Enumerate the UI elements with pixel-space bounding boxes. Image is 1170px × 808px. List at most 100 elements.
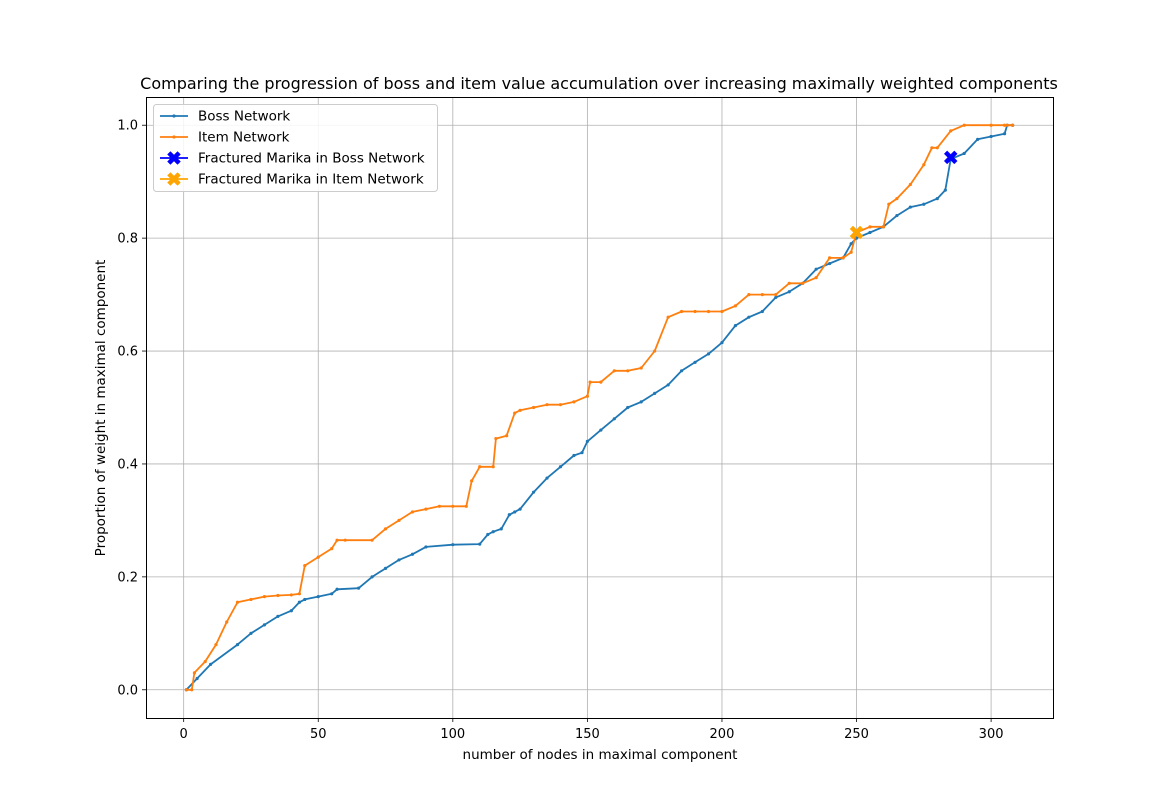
data-point xyxy=(513,411,517,415)
series-0 xyxy=(184,123,1015,692)
data-point xyxy=(976,137,980,141)
data-point xyxy=(494,436,498,441)
data-point xyxy=(760,309,764,314)
data-point xyxy=(706,352,711,356)
data-point xyxy=(531,405,536,410)
data-point xyxy=(195,676,199,681)
data-point xyxy=(841,256,845,260)
chart-title: Comparing the progression of boss and it… xyxy=(140,74,1058,93)
legend-entry: Boss Network xyxy=(160,109,290,125)
data-point xyxy=(1005,123,1009,127)
data-point xyxy=(733,304,738,308)
data-point xyxy=(599,428,603,432)
data-point xyxy=(276,593,280,598)
data-point xyxy=(599,380,603,384)
data-point xyxy=(653,349,657,353)
data-point xyxy=(887,202,891,206)
data-point xyxy=(478,465,482,469)
data-point xyxy=(505,434,509,438)
data-point xyxy=(989,123,993,127)
data-point xyxy=(558,465,563,469)
y-tick-label: 0.4 xyxy=(117,457,138,472)
data-point xyxy=(908,205,912,209)
series-line xyxy=(185,124,1013,691)
data-point xyxy=(989,134,993,139)
grid xyxy=(146,97,1053,718)
data-point xyxy=(653,391,657,395)
data-point xyxy=(733,324,738,328)
data-point xyxy=(814,267,818,271)
legend-entry: Fractured Marika in Boss Network xyxy=(160,151,425,167)
x-tick-label: 250 xyxy=(844,727,869,742)
data-point xyxy=(297,592,302,596)
data-point xyxy=(424,507,428,511)
data-point xyxy=(370,538,374,542)
data-point xyxy=(249,597,253,602)
highlight-marker xyxy=(849,225,864,240)
legend-entry: Fractured Marika in Item Network xyxy=(160,172,424,188)
data-point xyxy=(451,543,455,547)
data-point xyxy=(580,451,584,455)
data-point xyxy=(235,643,240,647)
data-point xyxy=(935,197,939,201)
highlight-marker xyxy=(943,150,958,165)
data-point xyxy=(930,146,934,150)
data-point xyxy=(262,595,267,599)
data-point xyxy=(922,202,926,206)
legend-entry: Item Network xyxy=(160,130,290,146)
data-point xyxy=(486,532,490,537)
data-point xyxy=(588,380,592,384)
legend-label: Fractured Marika in Boss Network xyxy=(198,151,425,167)
x-tick-label: 150 xyxy=(575,727,600,742)
data-point xyxy=(335,538,339,542)
data-point xyxy=(679,309,684,314)
data-point xyxy=(787,281,791,285)
data-point xyxy=(303,597,307,602)
data-point xyxy=(572,453,576,458)
data-point xyxy=(545,476,549,480)
data-point xyxy=(922,163,926,167)
data-point xyxy=(513,510,517,514)
data-point xyxy=(849,250,853,254)
data-point xyxy=(383,566,388,570)
data-point xyxy=(1002,123,1007,127)
data-point xyxy=(478,542,482,546)
y-tick-label: 0.2 xyxy=(117,570,138,585)
data-point xyxy=(895,197,899,201)
data-point xyxy=(639,366,643,370)
data-point xyxy=(192,671,197,675)
data-point xyxy=(849,242,853,246)
data-point xyxy=(747,292,751,297)
data-point xyxy=(828,261,832,266)
data-point xyxy=(518,408,522,412)
data-point xyxy=(935,146,939,150)
data-point xyxy=(343,538,347,542)
data-point xyxy=(626,405,630,410)
legend-label: Item Network xyxy=(198,130,290,146)
data-point xyxy=(397,518,401,523)
data-point xyxy=(545,403,549,407)
data-point xyxy=(190,688,194,692)
data-point xyxy=(357,586,361,590)
data-point xyxy=(895,213,899,218)
data-point xyxy=(383,527,388,531)
data-point xyxy=(249,631,253,635)
x-tick-label: 100 xyxy=(440,727,465,742)
x-axis-label: number of nodes in maximal component xyxy=(463,747,738,763)
data-point xyxy=(868,230,872,235)
data-point xyxy=(276,614,280,618)
plot-frame xyxy=(146,97,1054,719)
data-point xyxy=(747,315,751,319)
legend-label: Boss Network xyxy=(198,109,290,125)
data-point xyxy=(962,123,966,127)
y-axis-label: Proportion of weight in maximal componen… xyxy=(93,260,109,557)
data-point xyxy=(184,688,188,692)
legend-marker xyxy=(172,114,176,118)
data-point xyxy=(289,609,293,613)
data-point xyxy=(760,292,764,297)
data-point xyxy=(585,394,589,398)
data-point xyxy=(507,513,511,517)
data-point xyxy=(208,662,213,666)
data-point xyxy=(868,225,872,229)
series-line xyxy=(186,124,1013,691)
